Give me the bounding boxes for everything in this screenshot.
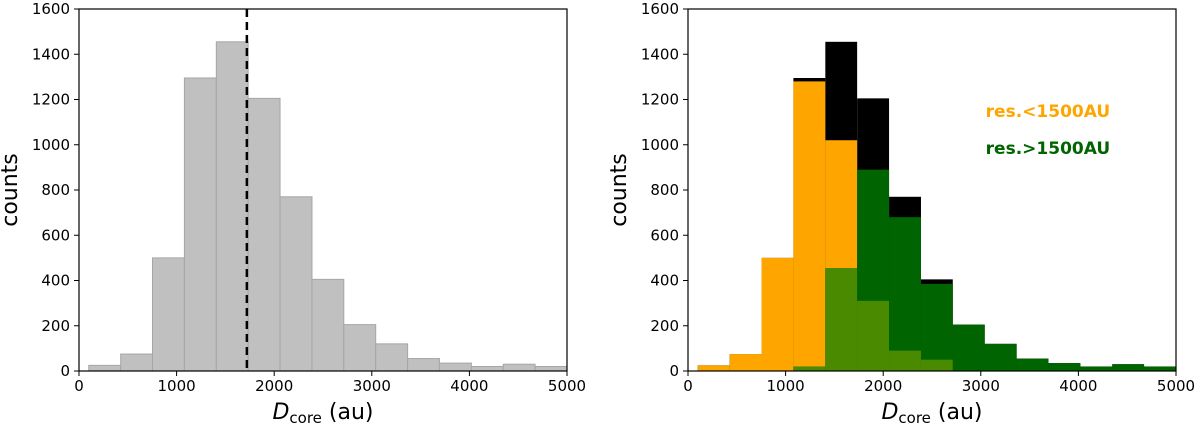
- histogram-bar: [183, 77, 217, 372]
- high-res-bar: [984, 343, 1017, 371]
- y-tick-label: 0: [669, 362, 679, 380]
- x-tick-label: 0: [683, 377, 693, 395]
- high-res-bar: [920, 283, 953, 371]
- histogram-bar: [120, 353, 153, 372]
- x-tick-label: 1000: [158, 377, 196, 395]
- histogram-bar: [375, 343, 409, 372]
- y-tick-label: 400: [41, 272, 70, 290]
- histogram-bar: [438, 362, 472, 372]
- y-tick-label: 1200: [32, 91, 70, 109]
- histogram-bar: [502, 363, 536, 372]
- low-res-bar: [729, 354, 762, 371]
- high-res-bar: [1016, 358, 1049, 371]
- histogram-bar: [247, 97, 281, 372]
- x-axis-label: Dcore (au): [881, 400, 982, 427]
- y-tick-label: 1400: [641, 45, 679, 63]
- x-tick-label: 5000: [1157, 377, 1195, 395]
- x-tick-label: 3000: [353, 377, 391, 395]
- overlap-bar: [889, 350, 921, 371]
- overlap-bar: [825, 268, 858, 371]
- legend-high-res: res.>1500AU: [986, 139, 1110, 159]
- high-res-bar: [1144, 366, 1176, 371]
- histogram-bar: [215, 41, 249, 372]
- low-res-bar: [697, 365, 730, 371]
- histogram-bar: [88, 364, 122, 372]
- x-tick-label: 4000: [450, 377, 488, 395]
- low-res-bar: [761, 257, 794, 371]
- y-tick-label: 1000: [641, 136, 679, 154]
- x-tick-label: 3000: [962, 377, 1000, 395]
- legend-low-res: res.<1500AU: [986, 102, 1110, 122]
- overlap-bar: [793, 366, 826, 371]
- y-tick-label: 600: [650, 226, 679, 244]
- y-axis-label: counts: [607, 153, 632, 227]
- y-tick-label: 600: [41, 226, 70, 244]
- high-res-bar: [889, 217, 921, 371]
- x-tick-label: 2000: [255, 377, 293, 395]
- x-tick-label: 4000: [1059, 377, 1097, 395]
- y-axis-label: counts: [0, 153, 23, 227]
- high-res-bar: [1048, 363, 1081, 371]
- left-histogram-panel: 0 1000 2000 3000 4000 5000 0 200 400 600 800 1000 12…: [0, 0, 586, 427]
- y-tick-label: 1000: [32, 136, 70, 154]
- x-tick-label: 5000: [548, 377, 586, 395]
- y-tick-label: 1600: [32, 0, 70, 18]
- histogram-bar: [534, 365, 568, 372]
- histogram-bar: [470, 365, 504, 372]
- y-tick-label: 200: [41, 317, 70, 335]
- y-tick-label: 0: [60, 362, 70, 380]
- overlap-bar: [857, 300, 890, 371]
- y-tick-label: 1600: [641, 0, 679, 18]
- y-tick-label: 800: [41, 181, 70, 199]
- high-res-bar: [1080, 366, 1113, 371]
- high-res-bar: [1112, 364, 1145, 371]
- histogram-bar: [343, 324, 377, 372]
- histogram-bar: [151, 257, 185, 372]
- high-res-bar: [952, 324, 985, 371]
- y-tick-label: 1400: [32, 45, 70, 63]
- y-tick-label: 800: [650, 181, 679, 199]
- histogram-bar: [311, 278, 345, 372]
- x-tick-label: 1000: [767, 377, 805, 395]
- y-tick-label: 1200: [641, 91, 679, 109]
- x-axis-label: Dcore (au): [272, 400, 373, 427]
- histogram-bar: [407, 358, 440, 372]
- overlap-bar: [920, 359, 953, 371]
- y-tick-label: 200: [650, 317, 679, 335]
- x-tick-label: 2000: [864, 377, 902, 395]
- low-res-bar: [793, 81, 826, 372]
- y-tick-label: 400: [650, 272, 679, 290]
- histogram-bar: [279, 196, 313, 372]
- x-tick-label: 0: [74, 377, 84, 395]
